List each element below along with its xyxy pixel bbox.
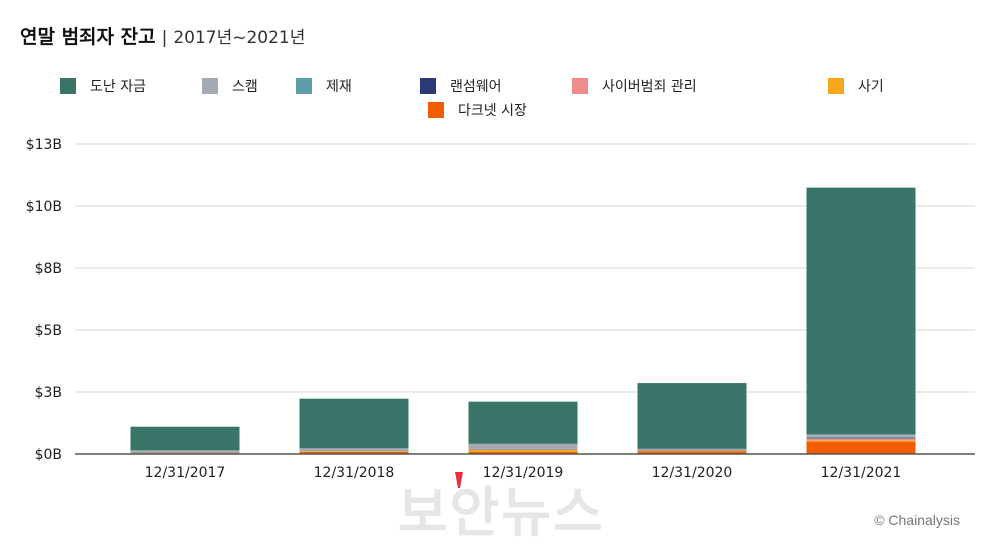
bar-segment [638,451,747,452]
y-tick-label: $5B [35,323,62,339]
x-tick-label: 12/31/2017 [145,465,226,481]
bar-segment [300,399,409,449]
bar-segment [131,450,240,452]
watermark-accent-icon [452,470,466,492]
bar-segment [807,440,916,441]
bar-segment [469,450,578,452]
bar-segment [807,442,916,454]
source-credit: © Chainalysis [874,512,960,528]
bar-segment [638,449,747,450]
y-tick-label: $10B [26,199,62,215]
y-tick-label: $3B [35,385,62,401]
bar-segment [469,444,578,449]
bar-segment [807,439,916,441]
bar-segment [638,383,747,449]
y-tick-label: $13B [26,137,62,153]
bar-segment [469,402,578,444]
bar-segment [131,427,240,451]
bar-segment [807,188,916,435]
bar-segment [807,437,916,438]
x-tick-label: 12/31/2018 [314,465,395,481]
x-tick-label: 12/31/2021 [821,465,902,481]
y-tick-label: $8B [35,261,62,277]
bar-segment [300,448,409,450]
bar-segment [300,451,409,452]
x-tick-label: 12/31/2020 [652,465,733,481]
bar-segment [807,434,916,436]
y-tick-label: $0B [35,447,62,463]
watermark-logo: 보안뉴스 [398,468,605,547]
